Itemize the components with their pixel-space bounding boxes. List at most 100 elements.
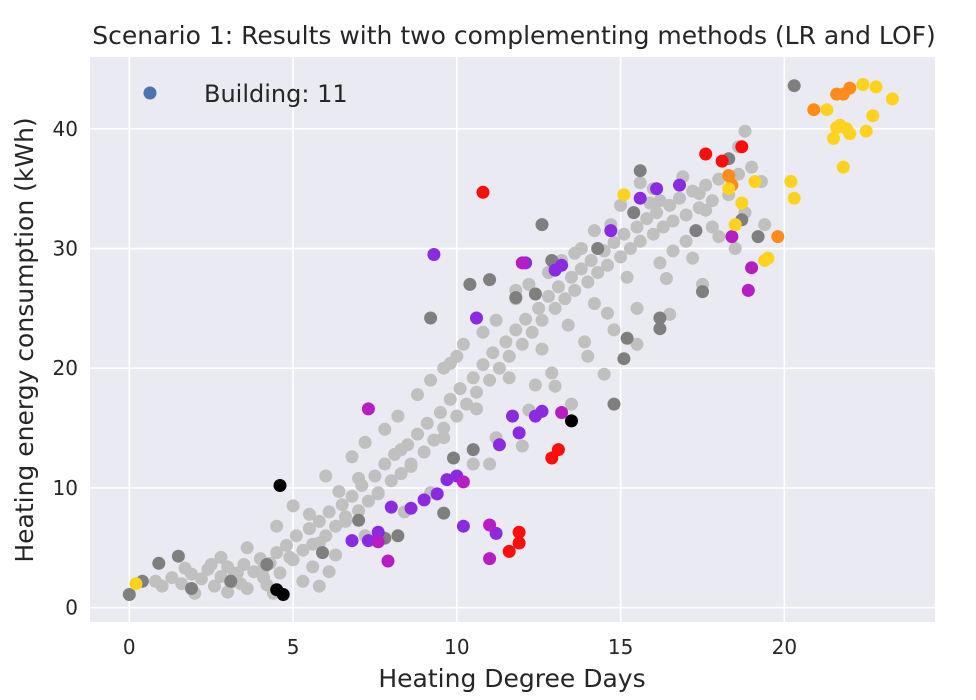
data-point <box>273 566 287 580</box>
data-point <box>502 544 516 558</box>
data-point <box>512 525 526 539</box>
data-point <box>568 283 582 297</box>
data-point <box>502 349 516 363</box>
data-point <box>329 548 343 562</box>
data-point <box>673 191 686 205</box>
data-point <box>214 550 228 564</box>
data-point <box>466 371 480 385</box>
data-point <box>555 406 569 419</box>
data-point <box>732 167 745 181</box>
data-point <box>512 536 526 550</box>
data-point <box>443 392 457 406</box>
x-tick-label: 20 <box>772 635 797 659</box>
data-point <box>302 507 316 521</box>
data-point <box>456 475 470 489</box>
data-point <box>463 277 477 291</box>
data-point <box>499 335 513 349</box>
data-point <box>738 124 752 138</box>
data-point <box>565 397 578 411</box>
data-point <box>735 196 749 210</box>
data-point <box>827 131 840 145</box>
data-point <box>483 518 497 532</box>
data-point <box>597 367 611 381</box>
data-point <box>653 311 667 325</box>
data-point <box>178 561 192 575</box>
data-point <box>345 534 359 548</box>
data-point <box>614 250 628 264</box>
data-point <box>270 546 284 560</box>
data-point <box>673 178 686 192</box>
data-point <box>581 349 595 363</box>
data-point <box>378 422 392 436</box>
data-point <box>509 323 523 337</box>
data-point <box>535 404 549 418</box>
x-tick-labels: 0 5 10 15 20 <box>123 635 797 659</box>
data-point <box>820 103 834 117</box>
data-point <box>633 164 647 178</box>
data-point <box>840 122 854 136</box>
grid-lines <box>90 57 935 622</box>
data-point <box>286 499 300 513</box>
data-point <box>607 323 621 337</box>
data-point <box>352 504 366 518</box>
data-point <box>296 543 310 557</box>
legend-label: Building: 11 <box>204 80 348 108</box>
data-point <box>394 467 408 481</box>
data-point <box>692 187 706 200</box>
data-point <box>836 160 850 174</box>
data-point <box>696 285 709 299</box>
data-point <box>384 500 398 514</box>
data-point <box>591 266 605 279</box>
data-point <box>522 277 536 291</box>
data-point <box>787 79 801 93</box>
data-point <box>247 565 261 579</box>
data-point <box>650 206 664 220</box>
data-point <box>165 571 179 585</box>
data-point <box>322 505 336 519</box>
data-point <box>276 588 290 601</box>
data-point <box>378 457 392 471</box>
data-point <box>329 519 343 533</box>
data-point <box>758 218 772 232</box>
data-point <box>411 427 424 441</box>
data-point <box>306 560 320 574</box>
data-point <box>735 140 749 154</box>
data-point <box>391 529 405 543</box>
data-point <box>430 487 444 501</box>
data-point <box>591 242 605 255</box>
data-point <box>368 469 382 483</box>
data-point <box>512 426 526 440</box>
data-point <box>659 272 673 285</box>
data-point <box>689 224 703 238</box>
data-point <box>152 556 166 570</box>
y-tick-label: 30 <box>53 237 78 261</box>
data-point <box>456 337 470 351</box>
data-point <box>535 313 549 327</box>
data-point <box>273 479 287 492</box>
data-point <box>361 534 375 548</box>
data-point <box>515 337 529 351</box>
data-point <box>424 373 438 387</box>
data-point <box>617 227 631 241</box>
data-point <box>437 421 451 435</box>
data-point <box>653 322 667 336</box>
data-point <box>528 378 542 392</box>
data-point <box>381 554 395 568</box>
x-tick-label: 0 <box>123 635 136 659</box>
data-point <box>633 191 647 205</box>
data-point <box>699 203 713 217</box>
data-point <box>643 196 657 210</box>
data-point <box>666 244 680 258</box>
data-point <box>705 220 719 234</box>
data-point <box>528 287 542 301</box>
data-point <box>221 585 235 599</box>
data-point <box>548 301 562 315</box>
data-point <box>748 175 762 188</box>
data-point <box>483 552 497 566</box>
data-point <box>476 325 490 339</box>
data-point <box>483 457 497 471</box>
data-point <box>371 486 385 500</box>
data-point <box>450 349 464 363</box>
data-point <box>208 579 221 593</box>
data-point <box>551 280 565 294</box>
